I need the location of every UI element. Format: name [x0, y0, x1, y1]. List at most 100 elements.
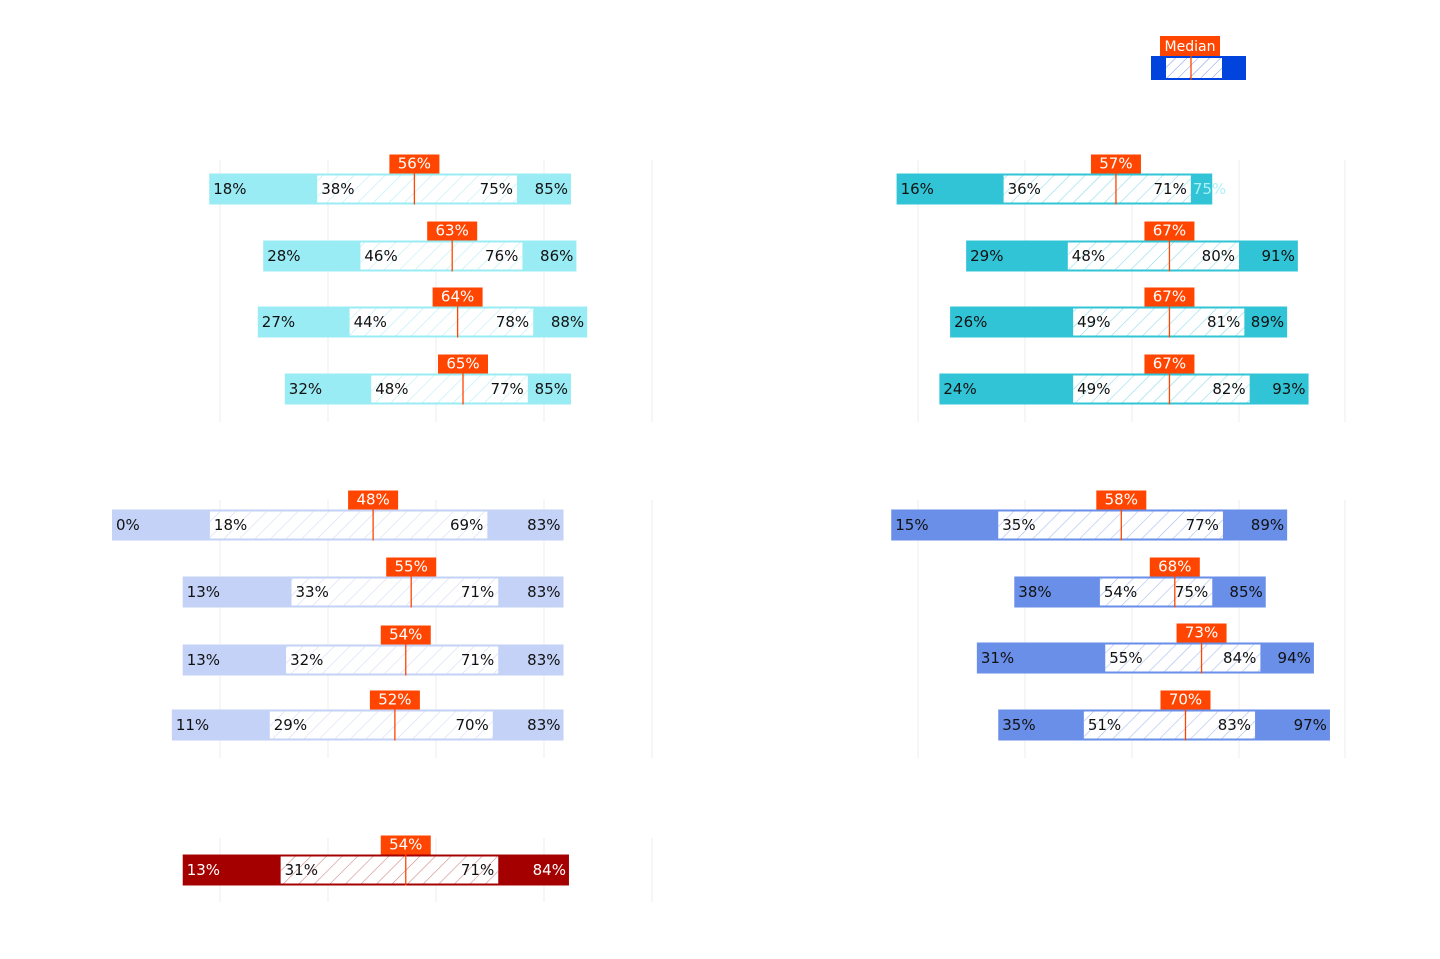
median-badge	[1090, 154, 1141, 174]
median-badge	[1144, 221, 1195, 241]
legend-median-label: Median	[1165, 39, 1216, 55]
max-label: 89%	[1251, 516, 1284, 534]
max-label: 88%	[551, 313, 584, 331]
max-label: 93%	[1272, 380, 1305, 398]
iqr-hatch	[291, 578, 499, 606]
median-badge	[1144, 287, 1195, 307]
box-row: 63% 28% 46% 76% 86%	[263, 221, 577, 272]
box-row: 48% 0% 18% 69% 83%	[112, 490, 564, 541]
median-label: 67%	[1153, 355, 1186, 373]
box-row: 54% 13% 31% 71% 84%	[182, 835, 569, 886]
box-row: 67% 24% 49% 82% 93%	[939, 354, 1309, 405]
box-row: 58% 15% 35% 77% 89%	[891, 490, 1288, 541]
p75-label: 80%	[1202, 247, 1235, 265]
median-badge	[1144, 354, 1195, 374]
p75-label: 82%	[1212, 380, 1245, 398]
box-row: 57% 16% 36% 71% 75%	[896, 154, 1226, 205]
min-label: 27%	[262, 313, 295, 331]
p25-label: 55%	[1109, 649, 1142, 667]
panel-middle-right: 58% 15% 35% 77% 89% 68% 38% 54% 75% 85% 73% 31% 55% 8…	[891, 490, 1346, 758]
median-badge	[1149, 557, 1200, 577]
panel-bottom-left: 54% 13% 31% 71% 84%	[182, 835, 653, 902]
median-label: 57%	[1099, 155, 1132, 173]
min-label: 15%	[895, 516, 928, 534]
p25-label: 33%	[296, 583, 329, 601]
min-label: 11%	[176, 716, 209, 734]
legend-inner-hatch	[1166, 58, 1222, 78]
legend: Median	[1151, 36, 1246, 80]
p75-label: 81%	[1207, 313, 1240, 331]
median-badge	[369, 690, 420, 710]
p25-label: 36%	[1008, 180, 1041, 198]
p25-label: 31%	[285, 861, 318, 879]
p25-label: 46%	[364, 247, 397, 265]
p25-label: 51%	[1088, 716, 1121, 734]
p75-label: 84%	[1223, 649, 1256, 667]
box-row: 73% 31% 55% 84% 94%	[976, 623, 1314, 674]
median-badge	[380, 835, 431, 855]
median-label: 55%	[395, 558, 428, 576]
min-label: 35%	[1002, 716, 1035, 734]
median-badge	[1096, 490, 1147, 510]
median-label: 48%	[356, 491, 389, 509]
box-row: 55% 13% 33% 71% 83%	[182, 557, 564, 608]
box-row: 52% 11% 29% 70% 83%	[171, 690, 564, 741]
iqr-hatch	[998, 511, 1223, 539]
iqr-hatch	[317, 175, 517, 203]
iqr-hatch	[209, 511, 488, 539]
median-badge	[1176, 623, 1227, 643]
min-label: 18%	[213, 180, 246, 198]
p25-label: 32%	[290, 651, 323, 669]
p25-label: 49%	[1077, 380, 1110, 398]
max-label: 83%	[527, 516, 560, 534]
min-label: 16%	[901, 180, 934, 198]
max-label: 84%	[533, 861, 566, 879]
p75-label: 76%	[485, 247, 518, 265]
min-label: 38%	[1018, 583, 1051, 601]
iqr-hatch	[1003, 175, 1191, 203]
max-label: 86%	[540, 247, 573, 265]
iqr-hatch	[286, 646, 499, 674]
iqr-hatch	[1067, 242, 1239, 270]
median-label: 54%	[389, 836, 422, 854]
min-label: 13%	[187, 651, 220, 669]
median-label: 54%	[389, 626, 422, 644]
min-label: 31%	[981, 649, 1014, 667]
median-label: 52%	[378, 691, 411, 709]
iqr-hatch	[371, 375, 528, 403]
iqr-hatch	[269, 711, 493, 739]
max-label: 83%	[527, 651, 560, 669]
p25-label: 29%	[274, 716, 307, 734]
box-row: 56% 18% 38% 75% 85%	[209, 154, 571, 205]
min-label: 24%	[943, 380, 976, 398]
median-label: 73%	[1185, 624, 1218, 642]
panel-top-right: 57% 16% 36% 71% 75% 67% 29% 48% 80% 91% 67% 26% 49% 8…	[896, 154, 1346, 422]
iqr-hatch	[280, 856, 499, 884]
max-label: 91%	[1262, 247, 1295, 265]
min-label: 32%	[289, 380, 322, 398]
box-row: 65% 32% 48% 77% 85%	[284, 354, 571, 405]
p25-label: 48%	[1072, 247, 1105, 265]
box-row: 64% 27% 44% 78% 88%	[257, 287, 588, 338]
p25-label: 44%	[354, 313, 387, 331]
median-badge	[1160, 690, 1211, 710]
legend-median-badge	[1160, 36, 1220, 56]
median-badge	[427, 221, 478, 241]
p75-label: 77%	[1186, 516, 1219, 534]
p75-label: 71%	[461, 651, 494, 669]
max-label: 89%	[1251, 313, 1284, 331]
box-row: 68% 38% 54% 75% 85%	[1014, 557, 1266, 608]
median-label: 64%	[441, 288, 474, 306]
min-label: 0%	[116, 516, 140, 534]
median-badge	[438, 354, 488, 374]
iqr-hatch	[1099, 578, 1213, 606]
panel-top-left: 56% 18% 38% 75% 85% 63% 28% 46% 76% 86% 64% 27% 44% 7…	[209, 154, 653, 422]
p75-label: 77%	[490, 380, 523, 398]
iqr-hatch	[349, 308, 534, 336]
max-label: 85%	[535, 180, 568, 198]
box-row: 67% 26% 49% 81% 89%	[950, 287, 1288, 338]
median-label: 68%	[1158, 558, 1191, 576]
median-badge	[389, 154, 440, 174]
min-label: 28%	[267, 247, 300, 265]
